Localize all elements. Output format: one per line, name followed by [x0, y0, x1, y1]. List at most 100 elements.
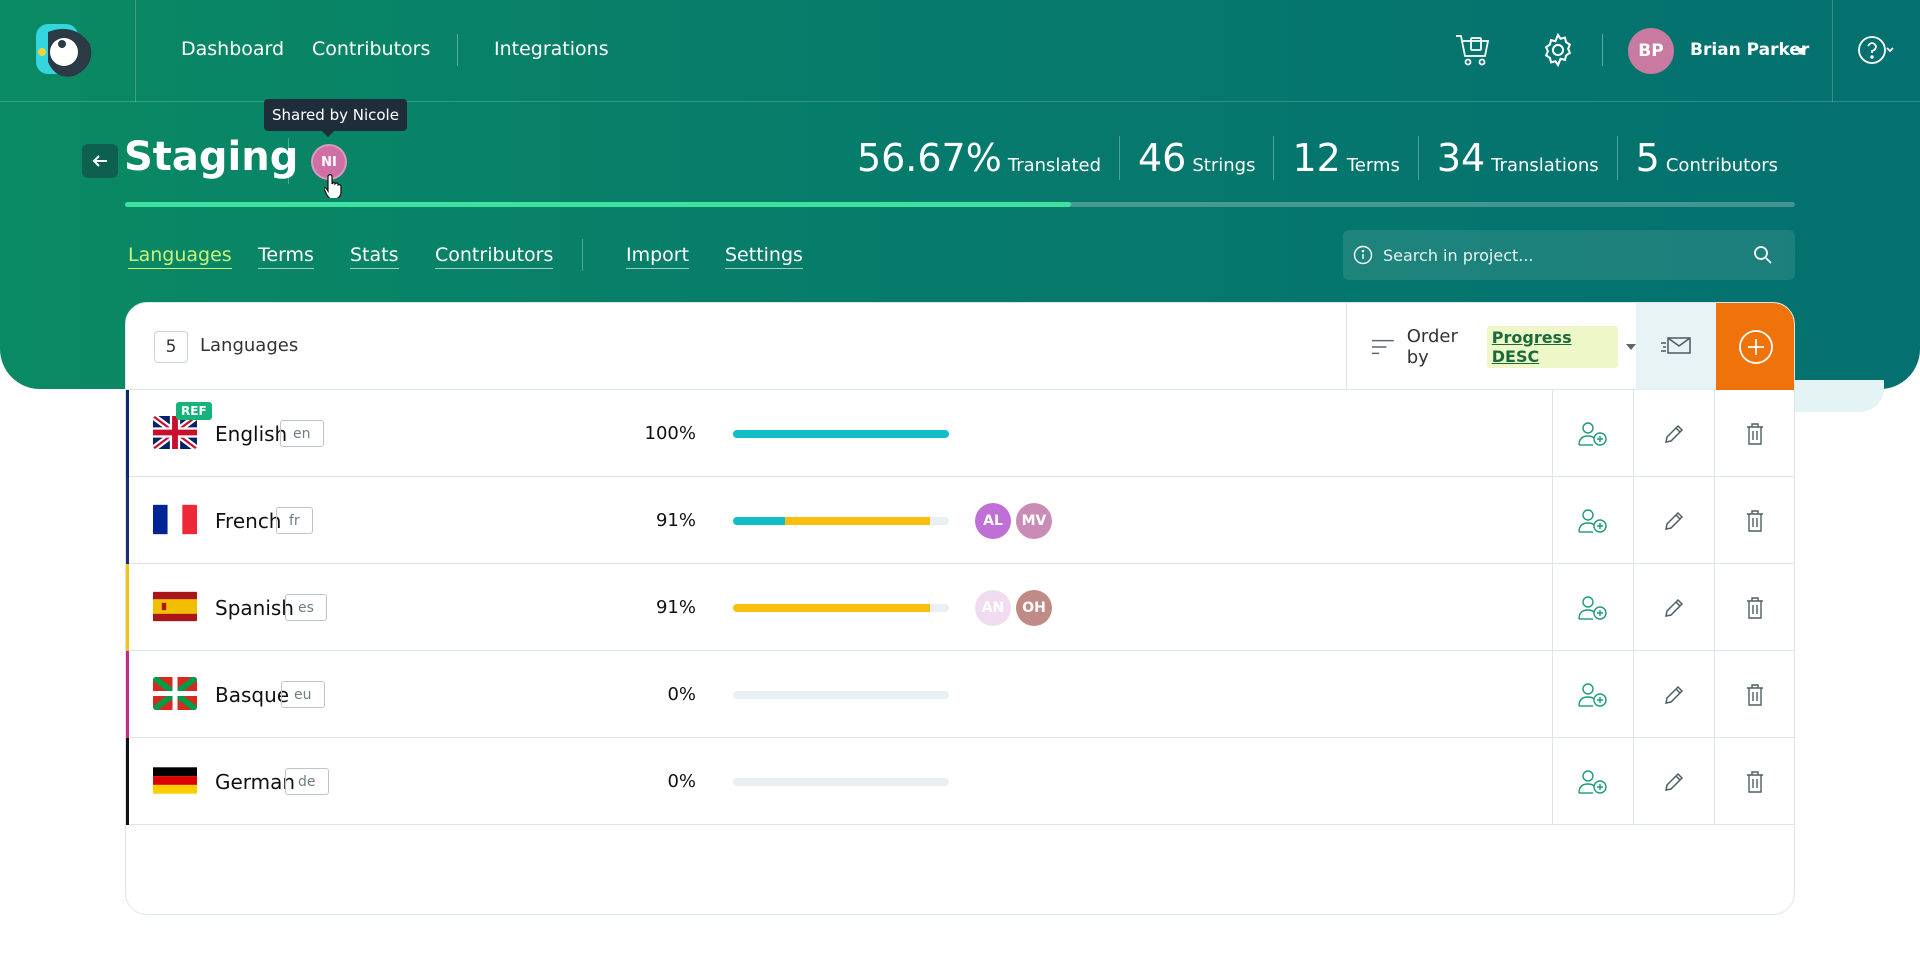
language-code: eu — [281, 681, 325, 708]
project-progress-bar — [125, 202, 1795, 207]
plus-circle-icon — [1739, 329, 1773, 364]
user-menu-chevron-icon[interactable] — [1795, 48, 1807, 55]
stat-contributors: 5 Contributors — [1616, 136, 1796, 180]
nav-dashboard[interactable]: Dashboard — [181, 38, 285, 60]
language-row-de[interactable]: German de 0% — [126, 738, 1794, 825]
language-count: 5 — [154, 331, 188, 363]
edit-button[interactable] — [1633, 738, 1714, 825]
tab-contributors[interactable]: Contributors — [435, 244, 554, 269]
tab-stats[interactable]: Stats — [350, 244, 399, 269]
row-accent — [126, 651, 129, 738]
settings-gear-icon[interactable] — [1538, 30, 1578, 70]
tab-settings[interactable]: Settings — [725, 244, 803, 269]
contributor-avatar[interactable]: OH — [1016, 590, 1052, 626]
nav-separator — [1602, 34, 1603, 66]
language-name[interactable]: German — [215, 770, 296, 794]
language-progress-bar — [733, 430, 949, 438]
edit-button[interactable] — [1633, 564, 1714, 651]
sort-icon — [1371, 339, 1394, 354]
contributor-avatar[interactable]: MV — [1016, 503, 1052, 539]
chevron-down-icon[interactable] — [1626, 343, 1636, 350]
language-name[interactable]: Basque — [215, 683, 290, 707]
language-name[interactable]: French — [215, 509, 282, 533]
add-contributor-button[interactable] — [1552, 651, 1633, 738]
back-button[interactable] — [82, 144, 118, 178]
language-name[interactable]: English — [215, 422, 288, 446]
delete-button[interactable] — [1714, 477, 1794, 564]
project-title: Staging — [124, 134, 299, 180]
language-code: fr — [276, 507, 313, 534]
language-code: en — [280, 420, 324, 447]
trash-icon — [1747, 770, 1763, 793]
row-accent — [126, 390, 129, 477]
nav-contributors[interactable]: Contributors — [312, 38, 431, 60]
stat-label: Terms — [1346, 155, 1400, 176]
trash-icon — [1747, 422, 1763, 445]
approved-fill — [733, 517, 785, 525]
cart-icon[interactable] — [1453, 30, 1493, 70]
nav-integrations[interactable]: Integrations — [494, 38, 609, 60]
title-separator — [288, 138, 289, 184]
pencil-icon — [1665, 772, 1684, 791]
language-row-es[interactable]: Spanish es 91% AN OH — [126, 564, 1794, 651]
user-avatar[interactable]: BP — [1628, 28, 1674, 74]
delete-button[interactable] — [1714, 390, 1794, 477]
stat-translations: 34 Translations — [1417, 136, 1617, 180]
tab-languages[interactable]: Languages — [128, 244, 232, 269]
order-by-value[interactable]: Progress DESC — [1486, 325, 1618, 368]
language-row-eu[interactable]: Basque eu 0% — [126, 651, 1794, 738]
tab-import[interactable]: Import — [626, 244, 690, 269]
stat-label: Translated — [1007, 155, 1101, 176]
search-input[interactable] — [1383, 245, 1753, 265]
edit-button[interactable] — [1633, 651, 1714, 738]
language-row-fr[interactable]: French fr 91% AL MV — [126, 477, 1794, 564]
send-invite-button[interactable] — [1636, 303, 1716, 390]
flag-eu-icon — [153, 677, 197, 710]
add-contributor-button[interactable] — [1552, 477, 1633, 564]
contributor-avatar[interactable]: AL — [975, 503, 1011, 539]
row-accent — [126, 477, 129, 564]
stat-label: Contributors — [1665, 155, 1778, 176]
tab-terms[interactable]: Terms — [258, 244, 314, 269]
project-progress-fill — [125, 202, 1072, 207]
language-code: de — [285, 768, 329, 795]
arrow-left-icon — [92, 155, 107, 167]
stat-value: 5 — [1635, 136, 1660, 180]
language-percent: 100% — [644, 423, 696, 444]
edit-button[interactable] — [1633, 390, 1714, 477]
app-logo[interactable] — [34, 22, 100, 78]
languages-card: 5 Languages Order by Progress DESC Engli… — [125, 302, 1795, 915]
card-header: 5 Languages Order by Progress DESC — [126, 303, 1794, 390]
add-contributor-button[interactable] — [1552, 738, 1633, 825]
flag-es-icon — [153, 590, 197, 623]
flag-fr-icon — [153, 503, 197, 536]
project-search — [1343, 230, 1795, 280]
search-icon[interactable] — [1753, 245, 1773, 265]
flag-de-icon — [153, 764, 197, 797]
stat-label: Translations — [1491, 155, 1599, 176]
contributor-avatar[interactable]: AN — [975, 590, 1011, 626]
approved-fill — [733, 430, 949, 438]
add-user-icon — [1578, 595, 1607, 620]
delete-button[interactable] — [1714, 564, 1794, 651]
add-contributor-button[interactable] — [1552, 564, 1633, 651]
trash-icon — [1747, 509, 1763, 532]
stat-strings: 46 Strings — [1119, 136, 1273, 180]
stat-value: 56.67% — [856, 136, 1002, 180]
order-by-control[interactable]: Order by Progress DESC — [1346, 303, 1636, 390]
info-icon — [1353, 245, 1373, 265]
add-language-button[interactable] — [1716, 303, 1794, 390]
edit-button[interactable] — [1633, 477, 1714, 564]
help-icon[interactable] — [1856, 30, 1896, 70]
delete-button[interactable] — [1714, 738, 1794, 825]
row-accent — [126, 738, 129, 825]
language-name[interactable]: Spanish — [215, 596, 294, 620]
add-contributor-button[interactable] — [1552, 390, 1633, 477]
language-row-en[interactable]: English en 100% REF — [126, 390, 1794, 477]
stat-label: Strings — [1192, 155, 1256, 176]
delete-button[interactable] — [1714, 651, 1794, 738]
stat-value: 34 — [1436, 136, 1486, 180]
user-name[interactable]: Brian Parker — [1690, 40, 1810, 60]
row-accent — [126, 564, 129, 651]
shared-tooltip: Shared by Nicole — [264, 99, 407, 137]
